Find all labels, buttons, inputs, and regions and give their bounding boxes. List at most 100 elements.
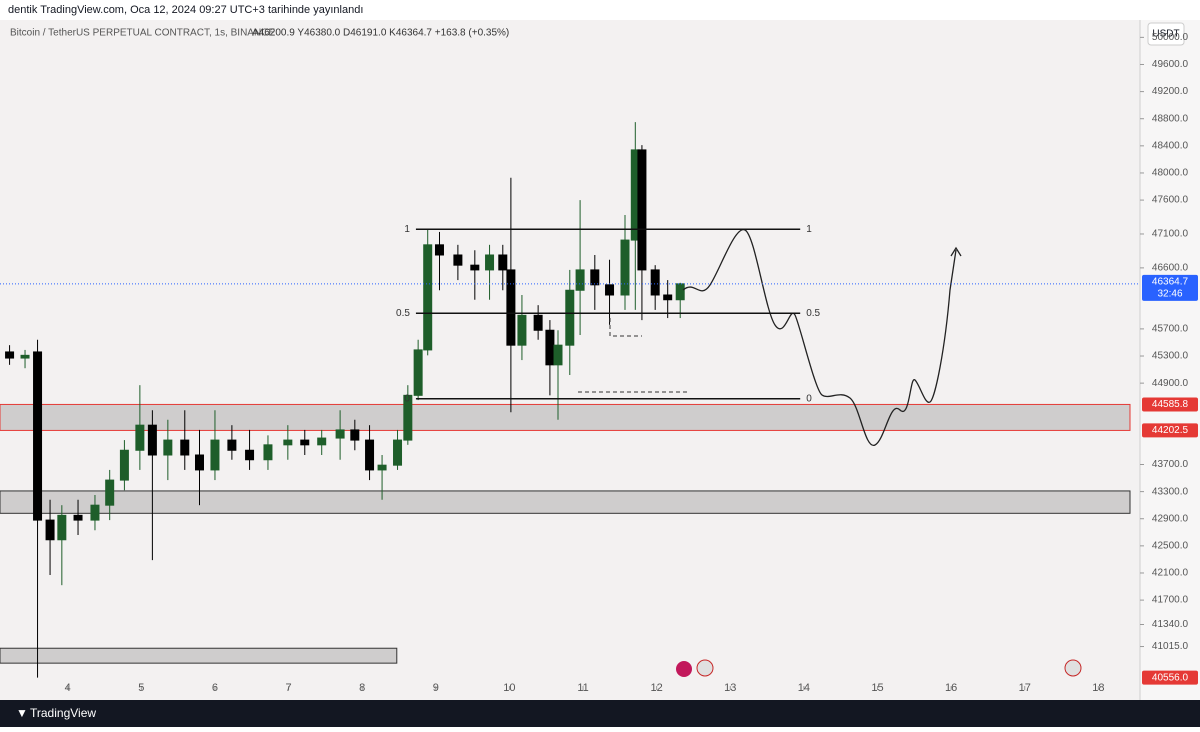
projection-path bbox=[682, 229, 957, 446]
y-tick-label: 41700.0 bbox=[1152, 595, 1189, 606]
candle-body bbox=[423, 244, 433, 351]
candle-body bbox=[335, 429, 345, 439]
candle-body bbox=[57, 514, 67, 541]
candle-body bbox=[194, 454, 204, 471]
x-tick-label: 6 bbox=[212, 682, 218, 694]
arrow-head bbox=[950, 246, 962, 257]
candle-body bbox=[485, 254, 495, 271]
y-tick-label: 46600.0 bbox=[1152, 263, 1189, 274]
candle-body bbox=[210, 439, 220, 471]
y-tick-label: 42900.0 bbox=[1152, 513, 1189, 524]
dashed-line bbox=[609, 318, 642, 337]
y-tick-label: 50000.0 bbox=[1152, 32, 1189, 43]
candle-body bbox=[675, 283, 685, 301]
price-marker-label: 40556.0 bbox=[1152, 672, 1189, 683]
y-tick-label: 48000.0 bbox=[1152, 168, 1189, 179]
ohlc: A46200.9 Y46380.0 D46191.0 K46364.7 +163… bbox=[252, 28, 509, 39]
x-tick-label: 10 bbox=[503, 682, 515, 694]
y-tick-label: 48800.0 bbox=[1152, 113, 1189, 124]
fib-label: 1 bbox=[806, 224, 812, 235]
candle-body bbox=[637, 149, 647, 271]
candle-body bbox=[413, 349, 423, 396]
candle-body bbox=[105, 479, 115, 506]
x-tick-label: 17 bbox=[1019, 682, 1031, 694]
price-marker bbox=[1142, 670, 1198, 685]
currency[interactable]: USDT bbox=[1152, 29, 1179, 40]
drawings bbox=[578, 229, 1082, 677]
candle-body bbox=[147, 424, 157, 456]
last-price-label: 46364.7 bbox=[1152, 276, 1189, 287]
y-tick-label: 41340.0 bbox=[1152, 619, 1189, 630]
y-tick-label: 49200.0 bbox=[1152, 86, 1189, 97]
fib-label: 0.5 bbox=[396, 308, 410, 319]
candle-body bbox=[263, 444, 273, 461]
candle-body bbox=[300, 439, 310, 446]
zone bbox=[0, 647, 398, 664]
candle-body bbox=[20, 354, 30, 359]
price-marker-label: 44202.5 bbox=[1152, 425, 1189, 436]
candle-body bbox=[663, 294, 673, 301]
candle-body bbox=[517, 314, 527, 346]
candle-body bbox=[403, 394, 413, 441]
x-tick-label: 13 bbox=[724, 682, 736, 694]
x-tick-label: 15 bbox=[871, 682, 883, 694]
fib-label: 1 bbox=[404, 224, 410, 235]
x-tick-label: 4 bbox=[65, 682, 71, 694]
x-tick-label: 7 bbox=[286, 682, 292, 694]
x-tick-label: 8 bbox=[359, 682, 365, 694]
fib-label: 0 bbox=[404, 393, 410, 404]
candle-body bbox=[227, 439, 237, 451]
candle-body bbox=[393, 439, 403, 466]
candle-body bbox=[605, 284, 615, 296]
price-marker-label: 44585.8 bbox=[1152, 399, 1189, 410]
fib-label: 0.5 bbox=[806, 308, 820, 319]
candle-body bbox=[470, 264, 480, 271]
candle-body bbox=[119, 449, 129, 481]
y-tick-label: 42100.0 bbox=[1152, 568, 1189, 579]
candle-body bbox=[650, 269, 660, 296]
y-tick-label: 47600.0 bbox=[1152, 195, 1189, 206]
last-price-marker bbox=[1142, 274, 1198, 301]
event-icon[interactable] bbox=[676, 661, 692, 677]
symbol: Bitcoin / TetherUS PERPETUAL CONTRACT, 1… bbox=[10, 28, 275, 39]
x-tick-label: 14 bbox=[798, 682, 810, 694]
candle-body bbox=[163, 439, 173, 456]
candle-body bbox=[498, 254, 508, 271]
price-axis bbox=[1140, 20, 1200, 700]
candle-body bbox=[506, 269, 516, 346]
y-tick-label: 43300.0 bbox=[1152, 486, 1189, 497]
y-tick-label: 43700.0 bbox=[1152, 459, 1189, 470]
footer-bar bbox=[0, 700, 1200, 727]
x-tick-label: 12 bbox=[651, 682, 663, 694]
candle-body bbox=[565, 289, 575, 346]
candle-body bbox=[5, 351, 15, 359]
y-tick-label: 45700.0 bbox=[1152, 324, 1189, 335]
x-tick-label: 16 bbox=[945, 682, 957, 694]
brand: TradingView bbox=[30, 706, 96, 720]
price-marker bbox=[1142, 423, 1198, 438]
fib-label: 0 bbox=[806, 393, 812, 404]
candle-body bbox=[377, 464, 387, 471]
candle-body bbox=[90, 504, 100, 521]
candle-body bbox=[533, 314, 543, 331]
candle-body bbox=[620, 239, 630, 296]
candle-body bbox=[453, 254, 463, 266]
x-tick-label: 5 bbox=[138, 682, 144, 694]
candle-body bbox=[45, 519, 55, 541]
event-icon[interactable] bbox=[1064, 659, 1082, 677]
currency-button[interactable] bbox=[1147, 22, 1185, 46]
candle-body bbox=[350, 429, 360, 441]
y-tick-label: 41015.0 bbox=[1152, 641, 1189, 652]
event-icon[interactable] bbox=[696, 659, 714, 677]
candles bbox=[5, 122, 685, 678]
header-bar bbox=[0, 0, 1200, 20]
y-tick-label: 45300.0 bbox=[1152, 351, 1189, 362]
candle-body bbox=[180, 439, 190, 456]
price-marker bbox=[1142, 397, 1198, 412]
zone bbox=[0, 490, 1131, 514]
candle-body bbox=[365, 439, 375, 471]
y-tick-label: 49600.0 bbox=[1152, 59, 1189, 70]
y-tick-label: 42500.0 bbox=[1152, 540, 1189, 551]
